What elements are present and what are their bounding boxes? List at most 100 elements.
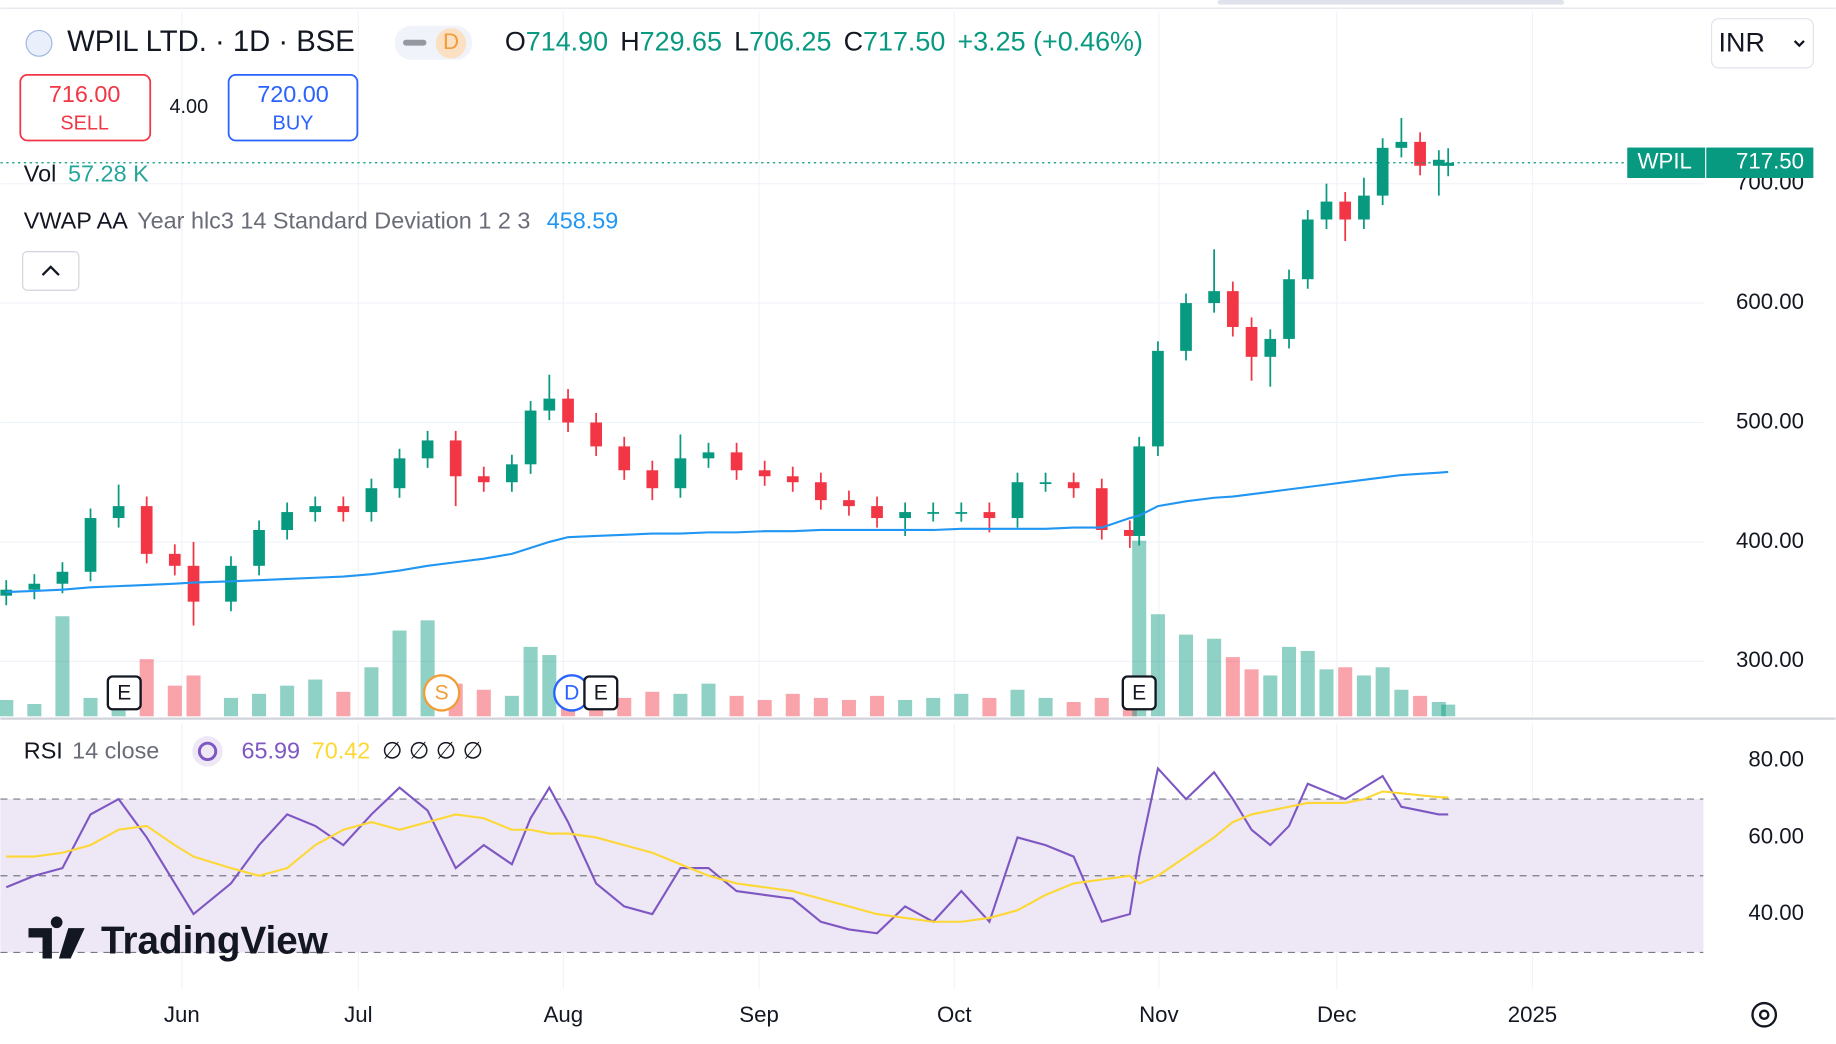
volume-bar bbox=[926, 697, 941, 717]
candle-body bbox=[1376, 147, 1389, 196]
collapse-icon bbox=[41, 265, 60, 276]
candle-body bbox=[1432, 159, 1445, 166]
event-marker[interactable] bbox=[106, 675, 142, 711]
rsi-ma-value: 70.42 bbox=[312, 738, 371, 764]
volume-bar bbox=[280, 685, 295, 717]
event-label: E bbox=[117, 682, 131, 705]
candle-body bbox=[758, 470, 771, 477]
rsi-icon bbox=[197, 741, 218, 762]
volume-last: 57.28 K bbox=[68, 161, 149, 187]
volume-bar bbox=[364, 667, 379, 717]
badge: D bbox=[443, 29, 459, 54]
candle-body bbox=[730, 452, 743, 471]
brand: TradingView bbox=[101, 920, 329, 963]
currency-select[interactable] bbox=[1710, 18, 1814, 69]
x-tick-label: Oct bbox=[937, 1002, 972, 1027]
candle-body bbox=[927, 512, 940, 514]
settings-icon[interactable] bbox=[1751, 1001, 1778, 1028]
top-handle bbox=[1217, 0, 1565, 5]
volume-bar bbox=[542, 655, 557, 717]
candle-body bbox=[253, 529, 265, 566]
symbol-title[interactable]: WPIL LTD. · 1D · BSE bbox=[67, 26, 355, 58]
volume-bar bbox=[982, 697, 997, 717]
badge-bg bbox=[435, 28, 467, 59]
vwap-params: Year hlc3 14 Standard Deviation 1 2 3 bbox=[137, 208, 530, 234]
volume-bar bbox=[954, 693, 969, 717]
candle-body bbox=[1358, 195, 1370, 220]
volume-bar bbox=[729, 695, 744, 717]
candle-body bbox=[1301, 219, 1314, 280]
rsi-params: 14 close bbox=[72, 738, 159, 764]
candle-body bbox=[871, 506, 883, 519]
x-tick-label: Jun bbox=[164, 1002, 200, 1027]
rsi-legend: RSI 14 close bbox=[24, 738, 159, 764]
event-label: E bbox=[594, 682, 608, 705]
c-key: C bbox=[844, 26, 863, 56]
volume-bar bbox=[523, 646, 538, 717]
candle-body bbox=[140, 506, 153, 554]
status-dash bbox=[403, 39, 427, 46]
candle-body bbox=[506, 464, 518, 483]
candle-body bbox=[618, 446, 631, 471]
volume-bar bbox=[813, 697, 828, 717]
collapse-button[interactable] bbox=[22, 251, 80, 291]
y-tick-label: 600.00 bbox=[1736, 289, 1804, 314]
x-tick-label: Nov bbox=[1139, 1002, 1179, 1027]
candle-body bbox=[225, 565, 237, 602]
volume-bar bbox=[1038, 697, 1053, 717]
candle-body bbox=[702, 452, 715, 459]
volume-bar bbox=[1179, 634, 1194, 717]
volume-bar bbox=[1094, 697, 1109, 717]
candle-body bbox=[28, 583, 41, 590]
rsi-line bbox=[5, 766, 1449, 935]
sell-button[interactable] bbox=[19, 74, 152, 142]
event-marker[interactable] bbox=[583, 675, 619, 711]
rsi-background bbox=[0, 798, 1704, 954]
y-tick-label: 400.00 bbox=[1736, 528, 1804, 553]
candle-body bbox=[524, 410, 537, 465]
event-marker[interactable] bbox=[1121, 675, 1157, 711]
volume-bar bbox=[1375, 667, 1390, 717]
candle-body bbox=[543, 398, 556, 411]
volume-bar bbox=[27, 704, 42, 717]
ohlc-legend: O714.90 H729.65 L706.25 C717.50 +3.25 (+… bbox=[505, 26, 1143, 56]
volume-bar bbox=[476, 689, 491, 717]
currency-caret bbox=[1793, 40, 1805, 48]
y-tick-label: 300.00 bbox=[1736, 647, 1804, 672]
candle-body bbox=[1208, 291, 1220, 304]
candle-body bbox=[1180, 303, 1192, 351]
volume-bar bbox=[1356, 675, 1371, 717]
volume-bar bbox=[617, 697, 632, 717]
sell-label: SELL bbox=[60, 112, 109, 134]
volume-bar bbox=[0, 699, 14, 717]
volume-bar bbox=[504, 695, 519, 717]
candle-body bbox=[112, 506, 125, 519]
volume-bar bbox=[1319, 669, 1334, 717]
rsi-name: RSI bbox=[24, 738, 63, 764]
vwap-value: 458.59 bbox=[547, 208, 619, 234]
candle-body bbox=[421, 440, 434, 459]
volume-bar bbox=[1413, 695, 1428, 717]
candle-body bbox=[1226, 291, 1239, 327]
volume-bar bbox=[870, 695, 885, 717]
volume-bar bbox=[392, 630, 407, 717]
x-tick-label: 2025 bbox=[1508, 1002, 1557, 1027]
o-key: O bbox=[505, 26, 526, 56]
candle-body bbox=[899, 512, 911, 519]
brand-icon bbox=[28, 916, 85, 959]
candle-body bbox=[1133, 446, 1146, 536]
buy-button[interactable] bbox=[227, 74, 359, 142]
candle-body bbox=[1152, 350, 1164, 447]
volume-bar bbox=[1394, 689, 1409, 717]
volume-bar bbox=[898, 699, 913, 717]
l-key: L bbox=[734, 26, 749, 56]
candle-body bbox=[646, 470, 659, 489]
candle-body bbox=[1123, 529, 1136, 536]
rsi-tick-label: 40.00 bbox=[1748, 900, 1804, 925]
volume-bar bbox=[701, 683, 716, 717]
event-marker[interactable] bbox=[422, 674, 461, 712]
candle-body bbox=[309, 506, 322, 513]
candle-body bbox=[1264, 338, 1277, 357]
rsi-icon-bg[interactable] bbox=[192, 736, 223, 767]
candle-body bbox=[56, 571, 69, 584]
